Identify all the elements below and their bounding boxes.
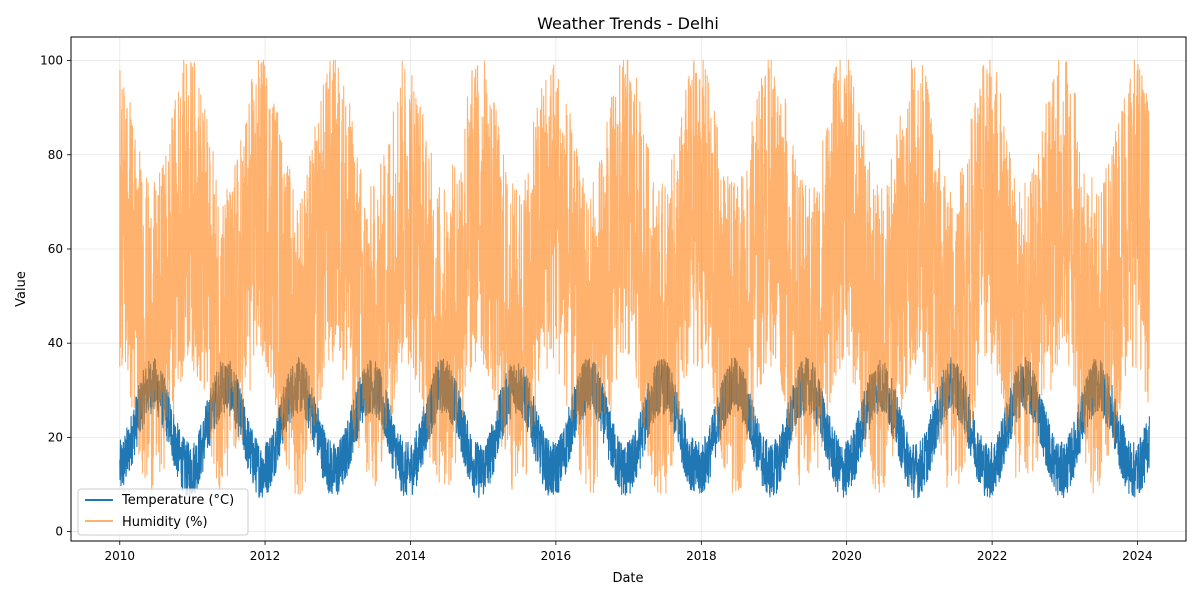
humidity-series-line (119, 60, 1150, 495)
x-tick-label: 2018 (686, 549, 717, 563)
y-tick-label: 20 (48, 430, 63, 444)
legend-box (77, 488, 249, 536)
y-tick-label: 80 (48, 148, 63, 162)
y-axis: 0 20 40 60 80 100 (40, 54, 71, 539)
y-tick-label: 60 (48, 242, 63, 256)
x-tick-label: 2014 (395, 549, 426, 563)
x-tick-label: 2010 (104, 549, 135, 563)
series-layer (119, 60, 1150, 499)
x-tick-label: 2016 (541, 549, 572, 563)
legend-humidity-label: Humidity (%) (122, 515, 208, 530)
plot-frame (70, 36, 1187, 542)
y-axis-label: Value (14, 271, 29, 307)
x-axis-label: Date (612, 571, 643, 586)
y-tick-label: 40 (48, 336, 63, 350)
x-tick-label: 2012 (250, 549, 281, 563)
y-tick-label: 100 (40, 54, 63, 68)
x-tick-label: 2020 (831, 549, 862, 563)
legend: Temperature (°C) Humidity (%) (77, 488, 249, 536)
legend-temperature-label: Temperature (°C) (121, 493, 234, 508)
chart-title: Weather Trends - Delhi (537, 14, 719, 33)
x-axis: 2010 2012 2014 2016 2018 2020 2022 2024 (104, 541, 1153, 563)
x-tick-label: 2024 (1122, 549, 1153, 563)
x-tick-label: 2022 (977, 549, 1008, 563)
y-tick-label: 0 (55, 525, 63, 539)
